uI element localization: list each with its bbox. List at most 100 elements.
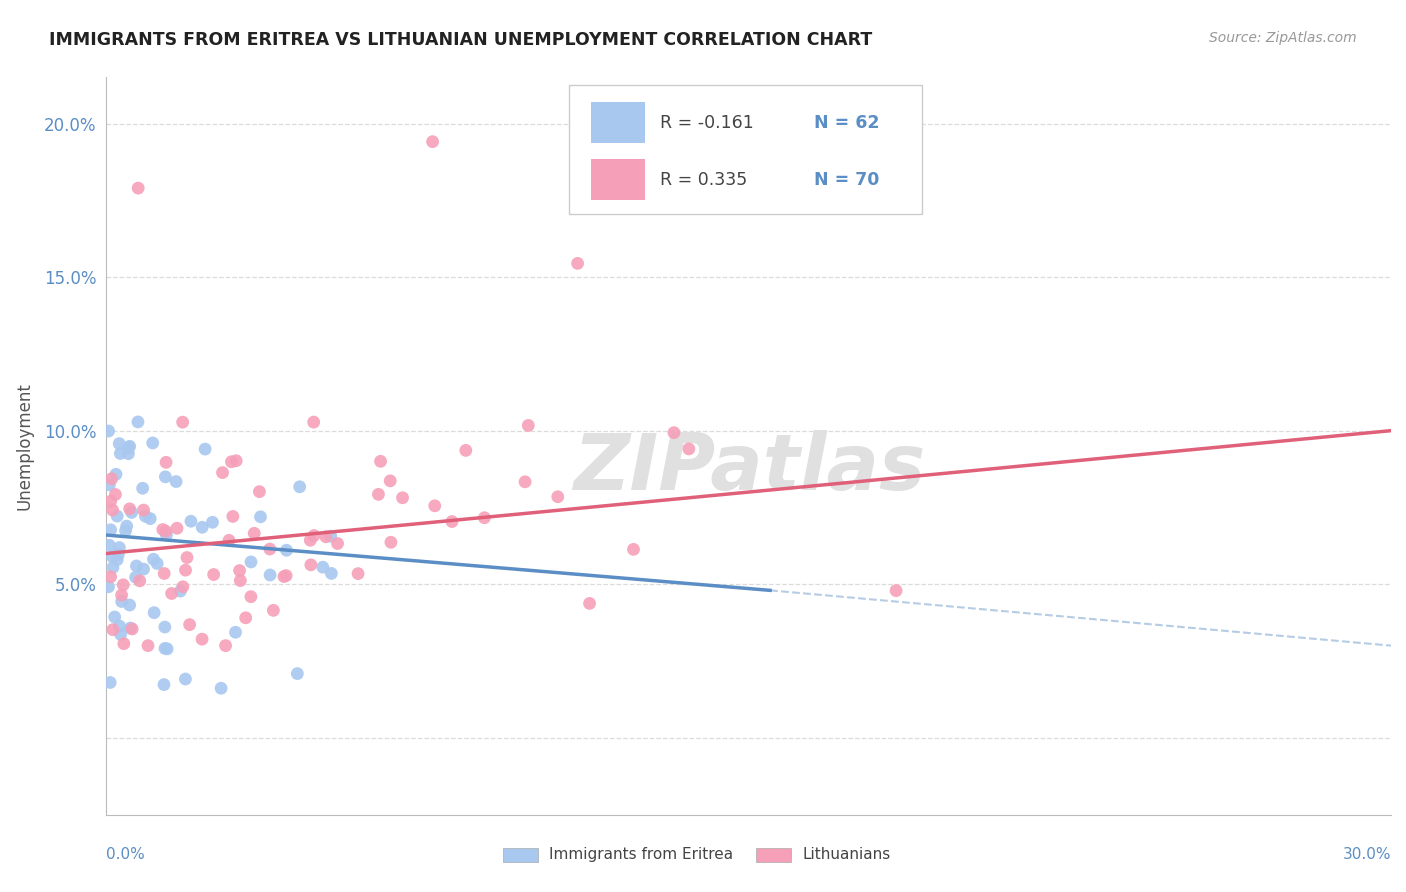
Point xyxy=(112,578,135,592)
Point xyxy=(97,580,120,594)
FancyBboxPatch shape xyxy=(569,85,922,214)
Point xyxy=(110,446,132,460)
Point xyxy=(100,570,122,584)
Point xyxy=(423,499,446,513)
Point xyxy=(132,562,155,576)
Point xyxy=(127,181,149,195)
Point xyxy=(112,637,135,651)
Point xyxy=(302,415,325,429)
Point xyxy=(98,478,121,492)
Point xyxy=(517,418,540,433)
Point xyxy=(105,509,128,524)
Point xyxy=(380,535,402,549)
Point xyxy=(299,533,322,548)
Point xyxy=(101,560,124,574)
Point xyxy=(124,570,146,584)
Point xyxy=(299,558,322,572)
Point xyxy=(201,516,224,530)
Point xyxy=(391,491,413,505)
Point xyxy=(302,528,325,542)
Point xyxy=(474,510,496,524)
Point xyxy=(155,470,177,484)
Point xyxy=(319,529,342,543)
Point xyxy=(218,533,240,548)
Point xyxy=(225,454,247,468)
Point xyxy=(152,523,174,537)
Point xyxy=(202,567,225,582)
Point xyxy=(160,586,183,600)
Point xyxy=(142,552,165,566)
Point xyxy=(367,487,389,501)
Point xyxy=(121,505,143,519)
Text: IMMIGRANTS FROM ERITREA VS LITHUANIAN UNEMPLOYMENT CORRELATION CHART: IMMIGRANTS FROM ERITREA VS LITHUANIAN UN… xyxy=(49,31,873,49)
Point xyxy=(247,484,270,499)
Point xyxy=(513,475,536,489)
Point xyxy=(214,639,236,653)
Point xyxy=(136,639,159,653)
Point xyxy=(107,548,129,562)
Point xyxy=(165,475,187,489)
Text: Source: ZipAtlas.com: Source: ZipAtlas.com xyxy=(1209,31,1357,45)
Point xyxy=(100,494,122,508)
Point xyxy=(146,557,169,571)
Point xyxy=(98,675,121,690)
Point xyxy=(111,594,134,608)
Point xyxy=(454,443,477,458)
Point xyxy=(104,610,127,624)
Point xyxy=(440,515,463,529)
Point xyxy=(179,617,201,632)
FancyBboxPatch shape xyxy=(591,160,644,200)
Y-axis label: Unemployment: Unemployment xyxy=(15,382,32,510)
FancyBboxPatch shape xyxy=(591,103,644,143)
Point xyxy=(108,619,131,633)
Point xyxy=(422,135,444,149)
Point xyxy=(209,681,232,696)
Point xyxy=(127,415,149,429)
Point xyxy=(174,672,197,686)
Point xyxy=(100,472,122,486)
Point xyxy=(315,530,337,544)
Point xyxy=(273,569,295,583)
Point xyxy=(174,563,197,577)
Point xyxy=(228,564,250,578)
Point xyxy=(259,568,281,582)
Point xyxy=(104,467,127,482)
Point xyxy=(172,580,194,594)
Point xyxy=(132,503,155,517)
Text: R = -0.161: R = -0.161 xyxy=(659,113,754,131)
Point xyxy=(108,436,131,450)
Point xyxy=(326,536,349,550)
Point xyxy=(678,442,700,456)
Point xyxy=(578,596,600,610)
Point xyxy=(347,566,370,581)
Point xyxy=(249,509,271,524)
Point xyxy=(153,566,176,581)
Point xyxy=(240,555,263,569)
Point xyxy=(191,632,214,647)
Point xyxy=(172,415,194,429)
Point xyxy=(97,424,120,438)
Point xyxy=(276,568,298,582)
Point xyxy=(155,528,177,542)
Point xyxy=(176,550,198,565)
Point xyxy=(153,620,176,634)
Point xyxy=(262,603,284,617)
Point xyxy=(134,509,156,524)
Point xyxy=(110,588,132,602)
Point xyxy=(211,466,233,480)
Point xyxy=(166,521,188,535)
Point xyxy=(101,549,124,564)
Point xyxy=(155,455,177,469)
Point xyxy=(98,538,121,552)
Point xyxy=(312,560,335,574)
Point xyxy=(128,574,150,588)
Point xyxy=(153,677,176,691)
Text: Lithuanians: Lithuanians xyxy=(801,847,890,863)
Point xyxy=(285,666,308,681)
Point xyxy=(117,447,139,461)
Text: R = 0.335: R = 0.335 xyxy=(659,170,747,189)
Point xyxy=(110,627,132,641)
Point xyxy=(115,519,138,533)
Text: ZIPatlas: ZIPatlas xyxy=(572,430,925,506)
Point xyxy=(118,598,141,612)
